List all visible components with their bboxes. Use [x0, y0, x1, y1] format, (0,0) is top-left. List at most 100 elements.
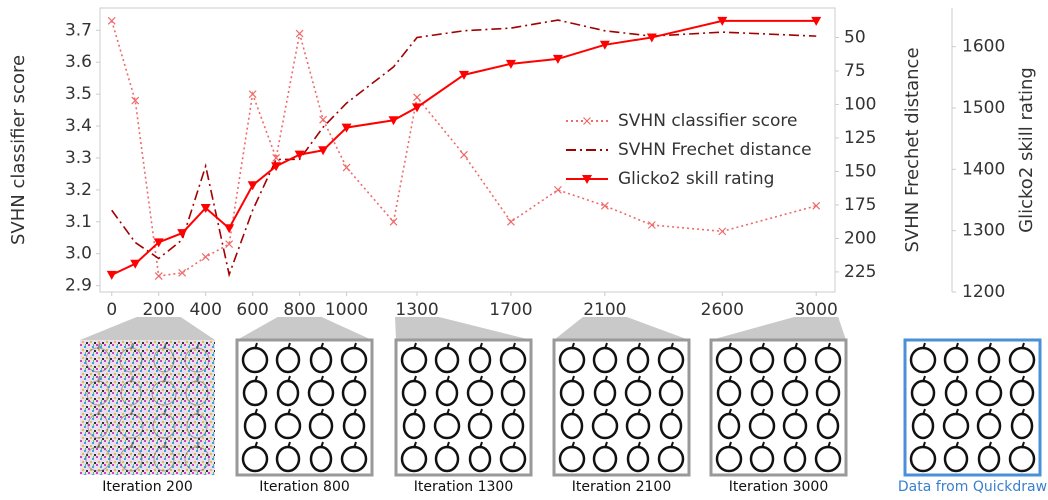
doodle-stem: [794, 408, 798, 416]
doodle-stem: [1021, 408, 1025, 416]
doodle: [119, 446, 143, 472]
doodle-stem: [320, 441, 324, 449]
marker: [178, 268, 187, 277]
doodle-stem: [670, 342, 674, 350]
doodle-stem: [413, 342, 417, 350]
doodle-stem: [955, 408, 959, 416]
marker: [717, 16, 728, 26]
doodle: [86, 380, 110, 406]
series-line: [111, 19, 817, 276]
marker: [812, 201, 821, 210]
doodle-stem: [955, 342, 959, 350]
y-tick-label: 3.6: [65, 52, 92, 72]
doodle-stem: [353, 441, 357, 449]
marker: [647, 221, 656, 229]
doodle-stem: [637, 342, 641, 350]
thumbnail: [903, 338, 1042, 477]
y3-tick-label: 1400: [962, 159, 1005, 179]
doodle-stem: [130, 375, 134, 383]
thumbnail-caption: Iteration 800: [259, 479, 350, 495]
doodle: [186, 413, 208, 439]
doodle-stem: [130, 441, 134, 449]
doodle-stem: [479, 375, 483, 383]
doodle-stem: [512, 408, 516, 416]
doodle-stem: [1021, 342, 1025, 350]
y3-tick-label: 1200: [962, 282, 1005, 302]
marker: [271, 162, 282, 172]
marker: [294, 150, 305, 160]
doodle-stem: [988, 342, 992, 350]
y-tick-label: 3.2: [65, 180, 92, 200]
doodle-stem: [413, 441, 417, 449]
y2-tick-label: 150: [844, 161, 876, 181]
marker: [295, 29, 304, 38]
doodle: [151, 380, 177, 406]
marker: [388, 116, 399, 126]
marker: [131, 96, 140, 105]
doodle-stem: [446, 342, 450, 350]
doodle-stem: [922, 342, 926, 350]
doodle: [152, 413, 176, 439]
doodle-stem: [97, 408, 101, 416]
y2-axis-label: SVHN Frechet distance: [902, 47, 923, 252]
doodle-stem: [163, 441, 167, 449]
marker: [582, 175, 592, 184]
marker: [507, 217, 515, 226]
doodle-stem: [761, 441, 765, 449]
doodle-stem: [571, 408, 575, 416]
doodle-stem: [254, 441, 258, 449]
doodle-stem: [827, 342, 831, 350]
x-tick-label: 0: [106, 300, 117, 320]
doodle-stem: [446, 408, 450, 416]
doodle-stem: [479, 342, 483, 350]
y-tick-label: 3.1: [65, 212, 92, 232]
y-tick-label: 3.0: [65, 244, 92, 264]
connector: [711, 317, 846, 340]
doodle-stem: [955, 441, 959, 449]
doodle-stem: [604, 408, 608, 416]
marker: [106, 270, 117, 280]
x-tick-label: 400: [189, 300, 221, 320]
thumbnail: [80, 340, 215, 475]
legend-label: Glicko2 skill rating: [618, 169, 774, 189]
doodle-stem: [827, 408, 831, 416]
marker: [225, 240, 234, 249]
doodle-stem: [130, 342, 134, 350]
x-tick-label: 1300: [395, 300, 438, 320]
y2-tick-label: 175: [844, 195, 876, 215]
doodle: [85, 347, 111, 373]
doodle-stem: [320, 408, 324, 416]
marker: [646, 33, 657, 43]
marker: [599, 40, 610, 50]
doodle-stem: [922, 375, 926, 383]
y-axis-label: SVHN classifier score: [8, 55, 29, 245]
marker: [600, 201, 609, 210]
doodle-stem: [353, 342, 357, 350]
doodle-stem: [196, 441, 200, 449]
marker: [272, 154, 281, 162]
doodle-stem: [353, 408, 357, 416]
y-tick-label: 3.7: [65, 20, 92, 40]
doodle: [153, 347, 175, 373]
y2-tick-label: 75: [844, 61, 866, 81]
y3-tick-label: 1500: [962, 98, 1005, 118]
doodle-stem: [163, 342, 167, 350]
doodle: [184, 446, 210, 472]
doodle-stem: [604, 342, 608, 350]
connector: [395, 317, 531, 340]
series-line: [111, 19, 817, 278]
connector: [554, 317, 689, 340]
doodle-stem: [287, 408, 291, 416]
doodle-stem: [97, 342, 101, 350]
doodle-stem: [196, 375, 200, 383]
doodle-stem: [254, 408, 258, 416]
doodle-stem: [827, 441, 831, 449]
doodle-stem: [728, 408, 732, 416]
doodle-stem: [254, 342, 258, 350]
doodle-stem: [130, 408, 134, 416]
y-tick-label: 3.4: [65, 116, 92, 136]
thumbnail: [235, 338, 374, 477]
marker: [458, 70, 469, 80]
doodle: [87, 413, 109, 439]
